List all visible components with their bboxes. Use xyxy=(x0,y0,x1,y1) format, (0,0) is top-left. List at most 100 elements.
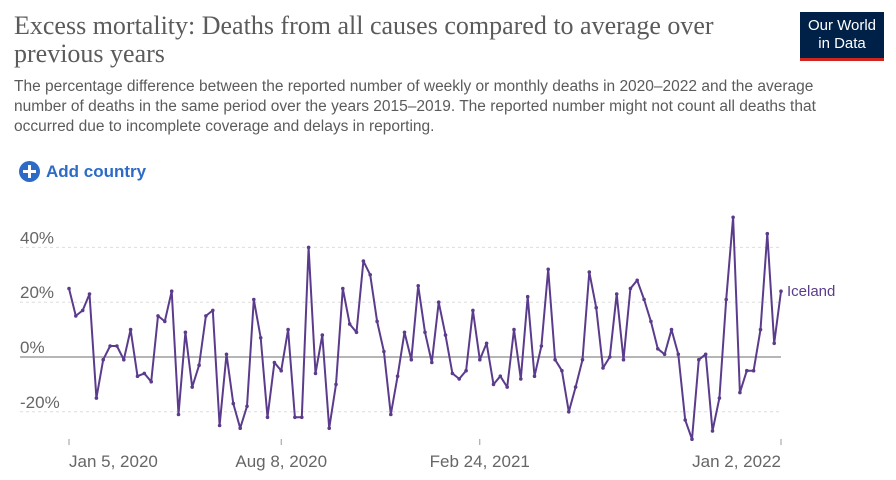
data-point xyxy=(635,278,639,283)
x-tick-label: Feb 24, 2021 xyxy=(430,452,530,471)
data-point xyxy=(703,352,708,357)
data-point xyxy=(347,322,352,326)
data-point xyxy=(772,341,776,346)
data-point xyxy=(204,314,208,318)
data-point xyxy=(553,357,557,362)
data-point xyxy=(135,374,140,378)
data-point xyxy=(320,333,325,337)
data-point xyxy=(375,319,379,324)
data-point xyxy=(115,344,119,348)
data-point xyxy=(286,327,290,332)
data-point xyxy=(484,341,489,346)
data-point xyxy=(608,355,612,359)
data-point xyxy=(539,344,544,348)
x-tick-label: Jan 2, 2022 xyxy=(692,452,781,471)
data-point xyxy=(505,385,510,389)
data-point xyxy=(176,412,181,417)
data-point xyxy=(594,305,598,310)
data-point xyxy=(498,374,503,378)
data-point xyxy=(327,426,332,430)
data-point xyxy=(443,333,448,337)
data-point xyxy=(525,294,530,299)
data-point xyxy=(471,308,475,313)
data-point xyxy=(306,245,311,250)
chart-title: Excess mortality: Deaths from all causes… xyxy=(14,11,714,68)
data-point xyxy=(197,363,201,367)
data-point xyxy=(457,377,462,381)
data-point xyxy=(621,357,626,362)
data-point xyxy=(532,374,537,378)
data-point xyxy=(67,286,71,291)
data-point xyxy=(149,379,153,384)
series-line-iceland xyxy=(68,216,782,441)
data-point xyxy=(224,352,229,357)
data-point xyxy=(765,231,770,236)
data-point xyxy=(642,297,646,302)
data-point xyxy=(238,426,242,430)
data-point xyxy=(258,336,263,340)
data-point xyxy=(724,297,728,302)
y-tick-label: 0% xyxy=(20,338,45,357)
data-point xyxy=(662,352,667,357)
data-point xyxy=(710,429,715,433)
data-point xyxy=(745,368,749,373)
data-point xyxy=(382,349,386,354)
data-point xyxy=(313,371,318,376)
owid-logo[interactable]: Our World in Data xyxy=(800,12,884,61)
data-point xyxy=(300,415,304,420)
data-point xyxy=(341,286,345,291)
data-point xyxy=(252,297,256,302)
data-point xyxy=(697,357,701,362)
data-point xyxy=(101,357,105,362)
data-point xyxy=(614,292,619,296)
data-point xyxy=(128,327,133,332)
data-point xyxy=(601,366,605,370)
data-point xyxy=(649,319,653,324)
data-point xyxy=(478,357,482,362)
data-point xyxy=(368,273,373,277)
data-point xyxy=(156,314,160,318)
data-point xyxy=(395,374,400,378)
data-point xyxy=(389,412,393,417)
data-point xyxy=(163,319,167,324)
data-point xyxy=(108,344,112,348)
data-point xyxy=(416,284,421,288)
series-label-iceland: Iceland xyxy=(787,283,835,300)
data-point xyxy=(183,330,188,335)
data-point xyxy=(122,357,126,362)
data-point xyxy=(567,410,571,414)
data-point xyxy=(731,215,735,220)
data-point xyxy=(409,357,414,362)
data-point xyxy=(293,415,297,420)
y-tick-label: -20% xyxy=(20,393,60,412)
data-point xyxy=(546,267,550,272)
data-point xyxy=(738,390,742,395)
data-point xyxy=(683,418,687,422)
y-tick-label: 20% xyxy=(20,283,54,302)
data-point xyxy=(430,360,434,365)
chart-subtitle: The percentage difference between the re… xyxy=(14,78,816,135)
data-point xyxy=(656,347,660,351)
data-point xyxy=(628,286,633,291)
data-point xyxy=(491,382,496,387)
data-point xyxy=(423,330,427,335)
data-point xyxy=(80,308,85,313)
x-tick-label: Jan 5, 2020 xyxy=(69,452,158,471)
x-tick-label: Aug 8, 2020 xyxy=(235,452,327,471)
data-point xyxy=(436,300,441,304)
data-point xyxy=(464,368,468,373)
logo-line-1: Our World xyxy=(807,17,877,34)
data-point xyxy=(354,330,359,335)
data-point xyxy=(512,327,516,332)
data-point xyxy=(450,371,455,376)
data-point xyxy=(279,368,284,373)
data-point xyxy=(669,327,674,332)
data-point xyxy=(272,360,277,365)
data-point xyxy=(211,308,215,313)
data-point xyxy=(519,377,523,381)
add-country-button[interactable]: Add country xyxy=(19,161,146,182)
line-chart: -20% 0% 20% 40% Jan 5, 2020 Aug 8, 2020 Feb 24… xyxy=(20,215,835,471)
data-point xyxy=(245,404,249,409)
data-point xyxy=(402,330,407,335)
data-point xyxy=(717,396,722,400)
